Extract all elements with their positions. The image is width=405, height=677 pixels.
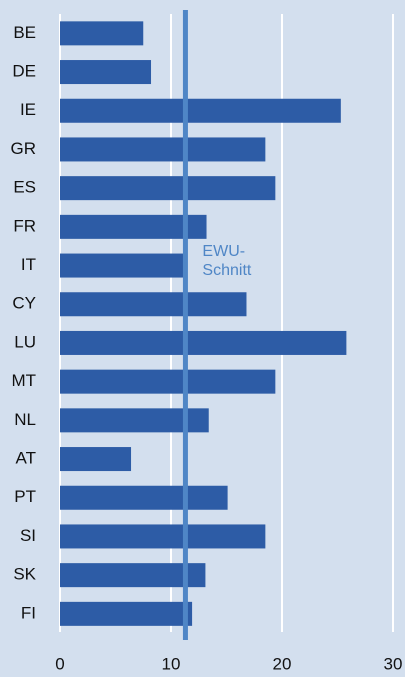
bar <box>60 369 276 394</box>
y-tick-label: SI <box>20 526 36 545</box>
x-tick-label: 20 <box>273 654 292 673</box>
x-tick-label: 30 <box>384 654 403 673</box>
bar <box>60 98 341 123</box>
bar <box>60 137 266 162</box>
bar <box>60 60 152 85</box>
y-tick-label: FR <box>13 216 36 235</box>
y-tick-label: FI <box>21 603 36 622</box>
y-tick-label: PT <box>14 487 36 506</box>
bar <box>60 253 184 278</box>
y-tick-label: IT <box>21 255 36 274</box>
bar <box>60 447 132 472</box>
y-tick-label: ES <box>13 178 36 197</box>
reference-label: Schnitt <box>202 262 251 279</box>
bar <box>60 524 266 549</box>
y-tick-label: IE <box>20 100 36 119</box>
y-tick-label: BE <box>13 23 36 42</box>
bar <box>60 330 347 355</box>
bar <box>60 485 228 510</box>
y-tick-label: AT <box>16 449 36 468</box>
y-tick-label: NL <box>14 410 36 429</box>
bar <box>60 563 206 588</box>
y-tick-label: MT <box>11 371 36 390</box>
bar <box>60 21 144 46</box>
y-tick-label: SK <box>13 565 36 584</box>
x-tick-label: 10 <box>162 654 181 673</box>
x-tick-label: 0 <box>55 654 64 673</box>
bar <box>60 601 193 626</box>
y-tick-label: LU <box>14 332 36 351</box>
bar <box>60 292 247 317</box>
bar <box>60 176 276 201</box>
bar <box>60 214 207 239</box>
y-tick-label: DE <box>12 62 36 81</box>
y-tick-label: GR <box>11 139 37 158</box>
reference-label: EWU- <box>202 243 245 260</box>
y-tick-label: CY <box>12 294 36 313</box>
